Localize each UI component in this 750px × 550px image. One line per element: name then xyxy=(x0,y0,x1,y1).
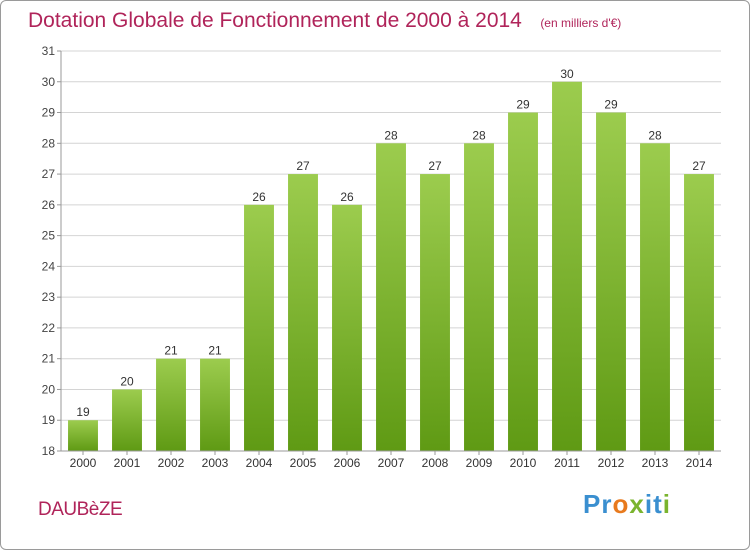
y-tick-label: 19 xyxy=(42,413,56,427)
bar-value-label: 21 xyxy=(208,344,222,358)
bar-value-label: 26 xyxy=(340,190,354,204)
bar-value-label: 28 xyxy=(384,128,398,142)
y-tick-label: 29 xyxy=(42,106,56,120)
bars: 19 20 21 21 26 27 26 28 27 28 29 30 29 28 27 xyxy=(68,67,714,452)
y-tick-label: 26 xyxy=(42,198,56,212)
x-tick-label: 2003 xyxy=(202,456,229,470)
logo-letter: i xyxy=(644,489,654,519)
bar-2000 xyxy=(68,420,98,451)
bar-value-label: 28 xyxy=(648,128,662,142)
bar-2001 xyxy=(112,389,142,451)
chart-title: Dotation Globale de Fonctionnement de 20… xyxy=(28,9,621,33)
y-tick-label: 23 xyxy=(42,290,56,304)
bar-value-label: 27 xyxy=(296,159,310,173)
y-tick-label: 22 xyxy=(42,321,56,335)
x-tick-label: 2002 xyxy=(158,456,185,470)
logo-letter: o xyxy=(612,489,630,519)
y-tick-label: 25 xyxy=(42,229,56,243)
logo-letter: x xyxy=(629,489,645,519)
commune-name: DAUBèZE xyxy=(38,499,123,520)
x-tick-label: 2009 xyxy=(466,456,493,470)
x-tick-label: 2001 xyxy=(114,456,141,470)
logo-letter: i xyxy=(662,489,671,519)
bar-2002 xyxy=(156,358,186,451)
logo-letter: P xyxy=(583,489,602,519)
bar-2006 xyxy=(332,204,362,451)
bar-2008 xyxy=(420,174,450,452)
bar-value-label: 19 xyxy=(76,405,90,419)
y-tick-label: 30 xyxy=(42,75,56,89)
bar-2011 xyxy=(552,81,582,452)
y-tick-label: 21 xyxy=(42,352,56,366)
bar-value-label: 28 xyxy=(472,128,486,142)
bar-2004 xyxy=(244,204,274,451)
bar-2014 xyxy=(684,174,714,452)
y-tick-label: 24 xyxy=(42,259,56,273)
x-tick-label: 2014 xyxy=(686,456,713,470)
bar-value-label: 29 xyxy=(516,98,530,112)
proxiti-logo[interactable]: Proxiti xyxy=(583,489,671,520)
bar-2013 xyxy=(640,143,670,452)
bar-2005 xyxy=(288,174,318,452)
chart-title-text: Dotation Globale de Fonctionnement de 20… xyxy=(28,9,522,32)
x-tick-label: 2013 xyxy=(642,456,669,470)
y-tick-label: 31 xyxy=(42,44,56,58)
bar-value-label: 27 xyxy=(692,159,706,173)
bar-value-label: 20 xyxy=(120,374,134,388)
bar-2007 xyxy=(376,143,406,452)
bar-2003 xyxy=(200,358,230,451)
logo-letter: t xyxy=(653,489,663,519)
x-tick-label: 2007 xyxy=(378,456,405,470)
x-tick-label: 2012 xyxy=(598,456,625,470)
bar-2010 xyxy=(508,112,538,452)
x-tick-label: 2008 xyxy=(422,456,449,470)
y-tick-label: 28 xyxy=(42,136,56,150)
chart-unit-note: (en milliers d'€) xyxy=(540,16,622,30)
x-tick-label: 2006 xyxy=(334,456,361,470)
logo-letter: r xyxy=(601,489,613,519)
x-tick-label: 2000 xyxy=(70,456,97,470)
bar-value-label: 21 xyxy=(164,344,178,358)
x-tick-label: 2010 xyxy=(510,456,537,470)
x-tick-label: 2004 xyxy=(246,456,273,470)
bar-value-label: 30 xyxy=(560,67,574,81)
x-tick-label: 2005 xyxy=(290,456,317,470)
bar-value-label: 27 xyxy=(428,159,442,173)
bar-value-label: 29 xyxy=(604,98,618,112)
y-tick-label: 27 xyxy=(42,167,56,181)
bar-value-label: 26 xyxy=(252,190,266,204)
bar-2009 xyxy=(464,143,494,452)
x-tick-label: 2011 xyxy=(554,456,580,470)
bar-2012 xyxy=(596,112,626,452)
y-tick-label: 20 xyxy=(42,382,56,396)
y-tick-label: 18 xyxy=(42,444,56,458)
axes: 18 19 20 21 22 23 24 25 26 27 28 29 30 31 2000 2001 2002… xyxy=(42,44,721,470)
